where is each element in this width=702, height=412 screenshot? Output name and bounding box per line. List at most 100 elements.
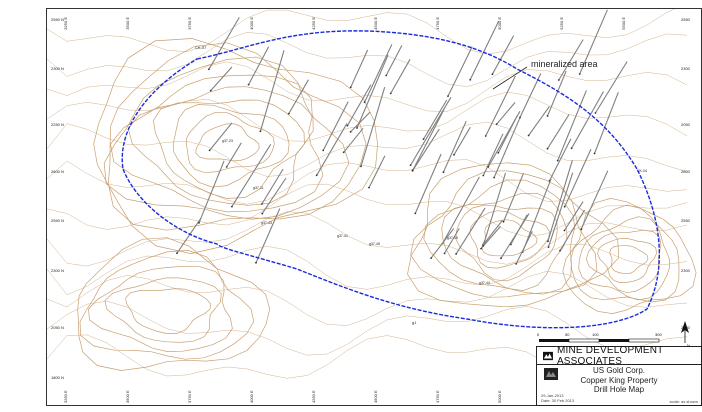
mineralized-area-boundary bbox=[121, 30, 660, 329]
drill-trace bbox=[350, 49, 369, 88]
drill-collar bbox=[198, 222, 200, 224]
grid-label-n-2: 2250 N bbox=[51, 122, 64, 127]
drill-trace bbox=[259, 50, 285, 132]
drill-trace bbox=[261, 177, 287, 214]
drill-trace bbox=[558, 39, 584, 81]
drill-collar bbox=[349, 131, 352, 133]
drill-collar bbox=[593, 152, 596, 155]
drill-collar bbox=[322, 149, 325, 152]
drill-collar bbox=[315, 174, 318, 177]
grid-label-n-6: 2050 N bbox=[51, 325, 64, 330]
drill-trace bbox=[385, 45, 403, 76]
drill-collar bbox=[422, 138, 425, 141]
drill-trace bbox=[480, 226, 501, 249]
drill-trace bbox=[209, 122, 233, 151]
north-arrow-label: N bbox=[687, 343, 690, 348]
hole-label-0: CK-07 bbox=[195, 45, 207, 50]
drill-trace bbox=[414, 153, 442, 214]
contour-line bbox=[46, 32, 688, 87]
drill-collar bbox=[368, 186, 370, 189]
drill-trace bbox=[547, 160, 573, 242]
grid-label-bottom: 5000 E bbox=[497, 390, 502, 403]
drill-trace bbox=[519, 73, 542, 118]
drill-collar bbox=[480, 247, 482, 250]
drill-trace bbox=[430, 228, 455, 259]
hole-label-1: g1 bbox=[412, 320, 417, 325]
drill-trace bbox=[491, 35, 515, 75]
drill-trace bbox=[547, 114, 570, 149]
drill-collar bbox=[469, 78, 472, 81]
hole-label-5: g37-23 bbox=[222, 139, 233, 143]
mda-seal-icon bbox=[544, 368, 558, 380]
drill-collar bbox=[519, 116, 521, 119]
drill-trace bbox=[563, 201, 584, 231]
drill-trace bbox=[493, 116, 521, 178]
grid-label-bottom: 4000 E bbox=[249, 390, 254, 403]
drill-collar bbox=[209, 89, 212, 92]
project-name: Copper King Property bbox=[580, 376, 658, 385]
drill-collar bbox=[455, 253, 457, 255]
drill-trace bbox=[412, 109, 445, 171]
drill-collar bbox=[411, 169, 414, 172]
drill-collar bbox=[578, 73, 581, 75]
contour-line bbox=[46, 183, 688, 238]
drill-collar bbox=[500, 257, 502, 260]
drill-trace bbox=[410, 97, 452, 166]
drill-trace bbox=[368, 155, 386, 188]
grid-label-n-1: 2300 N bbox=[51, 66, 64, 71]
drill-collar bbox=[247, 83, 250, 86]
drill-hole-traces bbox=[176, 9, 628, 265]
contour-line bbox=[172, 104, 290, 188]
grid-label-n-3: 2600 N bbox=[51, 169, 64, 174]
drill-collar bbox=[287, 112, 290, 115]
date-line-1: 29-Jan-2013 bbox=[541, 393, 564, 398]
drill-collar bbox=[443, 252, 446, 255]
contour-line bbox=[103, 56, 350, 220]
drill-trace bbox=[231, 144, 272, 207]
drill-collar bbox=[484, 135, 487, 137]
drill-trace bbox=[423, 99, 448, 140]
drill-trace bbox=[390, 58, 411, 94]
contour-line bbox=[88, 265, 233, 352]
drill-collar bbox=[547, 240, 549, 243]
scale-tick-0: 0 bbox=[537, 332, 540, 337]
drill-collar bbox=[502, 220, 505, 223]
drill-trace bbox=[579, 9, 608, 75]
grid-label-r-5: 2300 bbox=[681, 268, 691, 273]
drill-collar bbox=[389, 92, 392, 95]
drill-collar bbox=[261, 212, 264, 215]
scale-note: scale: as shown bbox=[669, 399, 698, 404]
grid-label-bottom: 3750 E bbox=[187, 390, 192, 403]
drill-collar bbox=[559, 249, 561, 252]
grid-label-top: 5500 E bbox=[621, 17, 626, 30]
grid-label-r-4: 2550 bbox=[681, 218, 691, 223]
mda-logo-icon bbox=[543, 351, 553, 360]
company-name: MINE DEVELOPMENT ASSOCIATES bbox=[556, 344, 664, 367]
grid-label-top: 3750 E bbox=[187, 17, 192, 30]
drill-trace bbox=[316, 123, 348, 176]
drill-collar bbox=[442, 171, 445, 174]
drill-collar bbox=[342, 151, 345, 154]
contour-line bbox=[110, 74, 324, 213]
drill-collar bbox=[360, 165, 362, 168]
contour-line bbox=[597, 237, 657, 283]
drill-trace bbox=[346, 84, 372, 126]
hole-label-8: CK-04 bbox=[637, 169, 647, 173]
drill-trace bbox=[288, 79, 309, 114]
mineralized-area-label: mineralized area bbox=[531, 59, 598, 69]
grid-label-n-0: 2550 N bbox=[51, 17, 64, 22]
map-frame: mineralized area 2550 N 2300 N 2250 N 26… bbox=[46, 2, 702, 406]
drill-trace bbox=[248, 46, 270, 85]
grid-label-top: 5000 E bbox=[497, 17, 502, 30]
grid-label-n-4: 2550 N bbox=[51, 218, 64, 223]
drill-trace bbox=[412, 128, 440, 172]
drill-trace bbox=[547, 172, 574, 248]
drill-collar bbox=[430, 257, 432, 259]
drill-collar bbox=[259, 130, 262, 133]
grid-label-r-3: 2800 bbox=[681, 169, 691, 174]
drill-trace bbox=[546, 70, 567, 117]
drill-trace bbox=[564, 148, 592, 207]
drill-collar bbox=[546, 115, 549, 117]
drill-collar bbox=[208, 68, 210, 71]
contour-line bbox=[185, 111, 275, 174]
